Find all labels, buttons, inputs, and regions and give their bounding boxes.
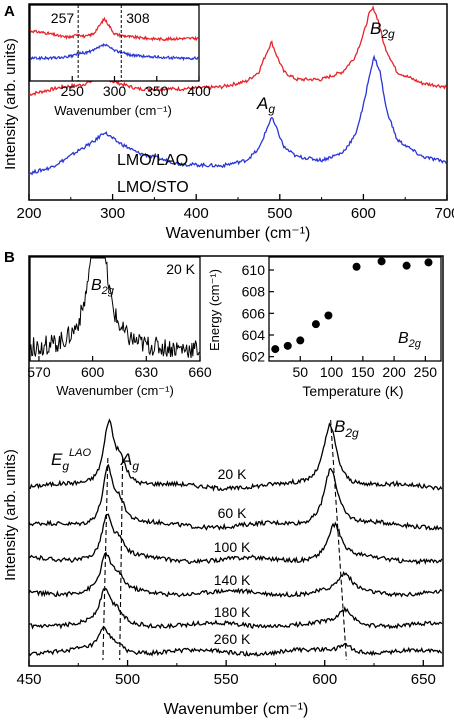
panel-b-dashed-guides <box>102 419 347 661</box>
panel-a-inset-x-tick-label: 400 <box>187 83 211 99</box>
panel-b-x-tick-label: 650 <box>411 671 436 688</box>
panel-b-spectrum-line <box>29 587 443 630</box>
panel-a-series-line <box>28 54 447 176</box>
panel-b-temperature-label: 60 K <box>218 505 247 521</box>
panel-b-inset-left-temp: 20 K <box>166 261 195 277</box>
panel-b-inset-right-point <box>283 341 292 350</box>
panel-b-inset-right-points <box>271 257 433 354</box>
panel-b-x-tick-label: 550 <box>214 671 239 688</box>
panel-b-temperature-label: 260 K <box>214 631 251 647</box>
panel-a-inset-x-tick-label: 350 <box>145 83 169 99</box>
panel-b-inset-left-x-tick-label: 630 <box>135 364 159 380</box>
panel-a-x-tick-label: 400 <box>184 205 209 222</box>
panel-b-inset-left-line <box>29 257 200 358</box>
panel-b-eg-lao-label: EgLAO <box>51 447 91 473</box>
panel-b-x-ticks: 450 500 550 600 650 <box>16 660 436 688</box>
panel-b-inset-right: 50 100 150 200 250 602 604 606 608 610 Energy (cm… <box>207 256 442 399</box>
panel-b-inset-right-y-tick-label: 610 <box>242 262 266 278</box>
panel-a-ag-label: Ag <box>256 94 275 116</box>
panel-a-inset-series <box>29 16 199 62</box>
panel-a-inset-vline-label: 257 <box>51 10 75 26</box>
panel-b-inset-right-point <box>324 311 333 320</box>
panel-a-inset-series-line <box>29 42 199 62</box>
panel-b-inset-right-x-tick-label: 200 <box>382 364 406 380</box>
panel-b-inset-right-y-tick-label: 606 <box>242 305 266 321</box>
panel-a-xlabel: Wavenumber (cm⁻¹) <box>166 225 311 242</box>
panel-b-inset-right-x-tick-label: 100 <box>320 364 344 380</box>
panel-b-inset-right-frame <box>268 256 442 362</box>
panel-b-label: B <box>4 249 15 266</box>
panel-b-temperature-label: 140 K <box>214 572 251 588</box>
panel-b-inset-left-x-tick-label: 660 <box>188 364 212 380</box>
panel-b-x-tick-label: 450 <box>16 671 41 688</box>
panel-a-b2g-label: B2g <box>370 19 395 41</box>
panel-b-temperature-label: 20 K <box>218 466 247 482</box>
panel-b-x-tick-label: 600 <box>312 671 337 688</box>
panel-b-inset-right-point <box>377 257 386 266</box>
panel-b-temperature-label: 180 K <box>214 604 251 620</box>
panel-a-x-tick-label: 200 <box>16 205 41 222</box>
panel-b-spectrum-line <box>28 551 443 599</box>
panel-b-inset-right-x-tick-label: 150 <box>351 364 375 380</box>
panel-a-inset-frame <box>29 4 200 82</box>
panel-b-spectrum-line <box>28 418 443 492</box>
panel-b-frame <box>28 255 444 667</box>
panel-a-lmo-sto-label: LMO/STO <box>117 179 189 196</box>
panel-b-inset-left-x-tick-label: 570 <box>27 364 51 380</box>
panel-b-series <box>28 418 443 657</box>
panel-a-inset: 257 308 250 300 350 400 Wavenumber (cm⁻¹) <box>29 4 211 118</box>
panel-a-inset-vline-label: 308 <box>126 10 150 26</box>
panel-a-inset-xlabel: Wavenumber (cm⁻¹) <box>54 103 172 118</box>
panel-a-label: A <box>4 3 15 20</box>
panel-b-spectrum-line <box>28 513 443 565</box>
panel-b-temperature-labels: 20 K 60 K 100 K 140 K 180 K 260 K <box>214 466 251 647</box>
panel-a-inset-x-tick-label: 250 <box>61 83 85 99</box>
panel-a-lmo-lao-label: LMO/LAO <box>117 152 188 169</box>
panel-b-spectrum-line <box>28 463 443 531</box>
panel-b-inset-right-xlabel: Temperature (K) <box>302 383 403 399</box>
panel-a-inset-vlines: 257 308 <box>51 5 150 81</box>
panel-b: B Intensity (arb. units) Wavenumber (cm⁻… <box>2 249 444 718</box>
panel-b-inset-right-ylabel: Energy (cm⁻¹) <box>207 269 222 351</box>
panel-b-b2g-guide <box>330 419 347 661</box>
panel-b-xlabel: Wavenumber (cm⁻¹) <box>164 701 309 718</box>
panel-a-inset-x-tick-label: 300 <box>103 83 127 99</box>
panel-a-inset-x-ticks: 250 300 350 400 <box>61 76 211 99</box>
panel-a-x-ticks: 200 300 400 500 600 700 <box>16 194 454 222</box>
panel-a-x-tick-label: 700 <box>434 205 454 222</box>
panel-b-inset-right-point <box>402 261 411 270</box>
panel-b-inset-left-xlabel: Wavenumber (cm⁻¹) <box>56 383 174 398</box>
panel-b-inset-left-x-ticks: 570 600 630 660 <box>27 356 212 380</box>
panel-b-ag-guide <box>119 457 124 661</box>
panel-b-inset-right-y-tick-label: 608 <box>242 284 266 300</box>
panel-a-x-tick-label: 600 <box>351 205 376 222</box>
panel-b-inset-right-point <box>311 320 320 329</box>
panel-b-inset-right-y-tick-label: 602 <box>242 349 266 365</box>
panel-a-ylabel: Intensity (arb. units) <box>2 38 19 170</box>
panel-b-inset-left-series <box>29 257 200 358</box>
panel-b-inset-right-point <box>352 262 361 271</box>
panel-a-x-tick-label: 300 <box>100 205 125 222</box>
panel-b-inset-right-ticks: 50 100 150 200 250 602 604 606 608 610 <box>242 262 438 380</box>
panel-b-inset-right-point <box>271 345 280 354</box>
panel-b-spectrum-line <box>28 625 443 657</box>
panel-a-x-tick-label: 500 <box>267 205 292 222</box>
panel-b-inset-left-frame <box>29 256 201 362</box>
panel-b-temperature-label: 100 K <box>214 539 251 555</box>
panel-b-inset-left: 570 600 630 660 B2g 20 K Wavenumber (cm⁻¹) <box>27 256 212 398</box>
panel-a: A Intensity (arb. units) Wavenumber (cm⁻… <box>2 3 454 242</box>
panel-b-inset-right-y-tick-label: 604 <box>242 327 266 343</box>
panel-b-b2g-label: B2g <box>334 417 359 440</box>
panel-b-inset-right-x-tick-label: 50 <box>292 364 308 380</box>
panel-a-inset-series-line <box>29 16 199 42</box>
panel-b-ylabel: Intensity (arb. units) <box>2 449 19 581</box>
panel-b-inset-left-x-tick-label: 600 <box>81 364 105 380</box>
panel-b-x-tick-label: 500 <box>115 671 140 688</box>
panel-b-inset-right-x-tick-label: 250 <box>414 364 438 380</box>
panel-b-inset-right-point <box>424 258 433 267</box>
panel-b-eg-guide <box>102 457 109 661</box>
panel-b-inset-right-point <box>296 336 305 345</box>
